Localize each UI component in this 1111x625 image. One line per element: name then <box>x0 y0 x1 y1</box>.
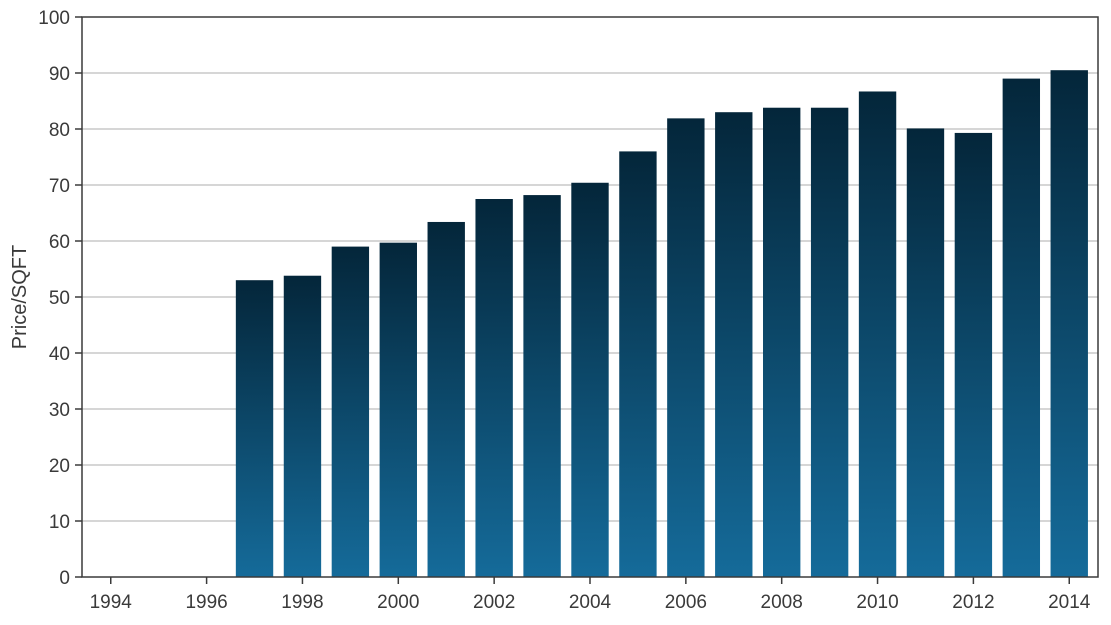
x-tick-label: 2006 <box>665 592 707 613</box>
y-tick-label: 40 <box>49 344 70 365</box>
bar-2011 <box>906 128 945 577</box>
bar-2000 <box>379 242 417 577</box>
y-tick-label: 70 <box>49 176 70 197</box>
y-tick-label: 90 <box>49 64 70 85</box>
bar-1997 <box>235 280 274 577</box>
bar-2004 <box>571 182 609 577</box>
bar-2014 <box>1050 70 1088 577</box>
bar-1998 <box>283 275 322 577</box>
bar-2008 <box>763 107 801 577</box>
x-tick-label: 2000 <box>377 592 419 613</box>
x-tick-label: 2010 <box>856 592 898 613</box>
axes <box>75 16 1099 584</box>
y-tick-label: 80 <box>49 120 70 141</box>
bar-2002 <box>475 199 513 577</box>
x-tick-label: 2004 <box>569 592 612 613</box>
x-tick-label: 2014 <box>1048 592 1091 613</box>
x-tick-label: 2002 <box>473 592 515 613</box>
bar-2001 <box>427 221 465 577</box>
bars <box>235 70 1088 578</box>
tick-labels: 0 10 20 30 40 50 60 70 80 90 100 1994 1996 1998 2000 20… <box>38 8 1091 613</box>
x-tick-label: 1996 <box>185 592 227 613</box>
bar-2009 <box>810 107 849 577</box>
bar-2006 <box>667 118 705 578</box>
y-tick-label: 100 <box>38 8 70 29</box>
bar-2010 <box>858 91 897 577</box>
bar-2005 <box>619 151 657 577</box>
bar-2013 <box>1002 78 1041 577</box>
bar-2007 <box>715 112 753 577</box>
y-tick-label: 0 <box>59 568 70 589</box>
x-tick-label: 1994 <box>90 592 133 613</box>
y-tick-label: 30 <box>49 400 70 421</box>
y-tick-label: 10 <box>49 512 70 533</box>
y-tick-label: 20 <box>49 456 70 477</box>
bar-2012 <box>954 132 993 578</box>
bar-1999 <box>331 246 370 577</box>
x-tick-label: 2008 <box>761 592 803 613</box>
x-tick-label: 2012 <box>952 592 994 613</box>
bar-2003 <box>523 195 561 577</box>
x-tick-label: 1998 <box>281 592 323 613</box>
y-axis-label: Price/SQFT <box>9 245 31 349</box>
y-tick-label: 50 <box>49 288 70 309</box>
y-tick-label: 60 <box>49 232 70 253</box>
